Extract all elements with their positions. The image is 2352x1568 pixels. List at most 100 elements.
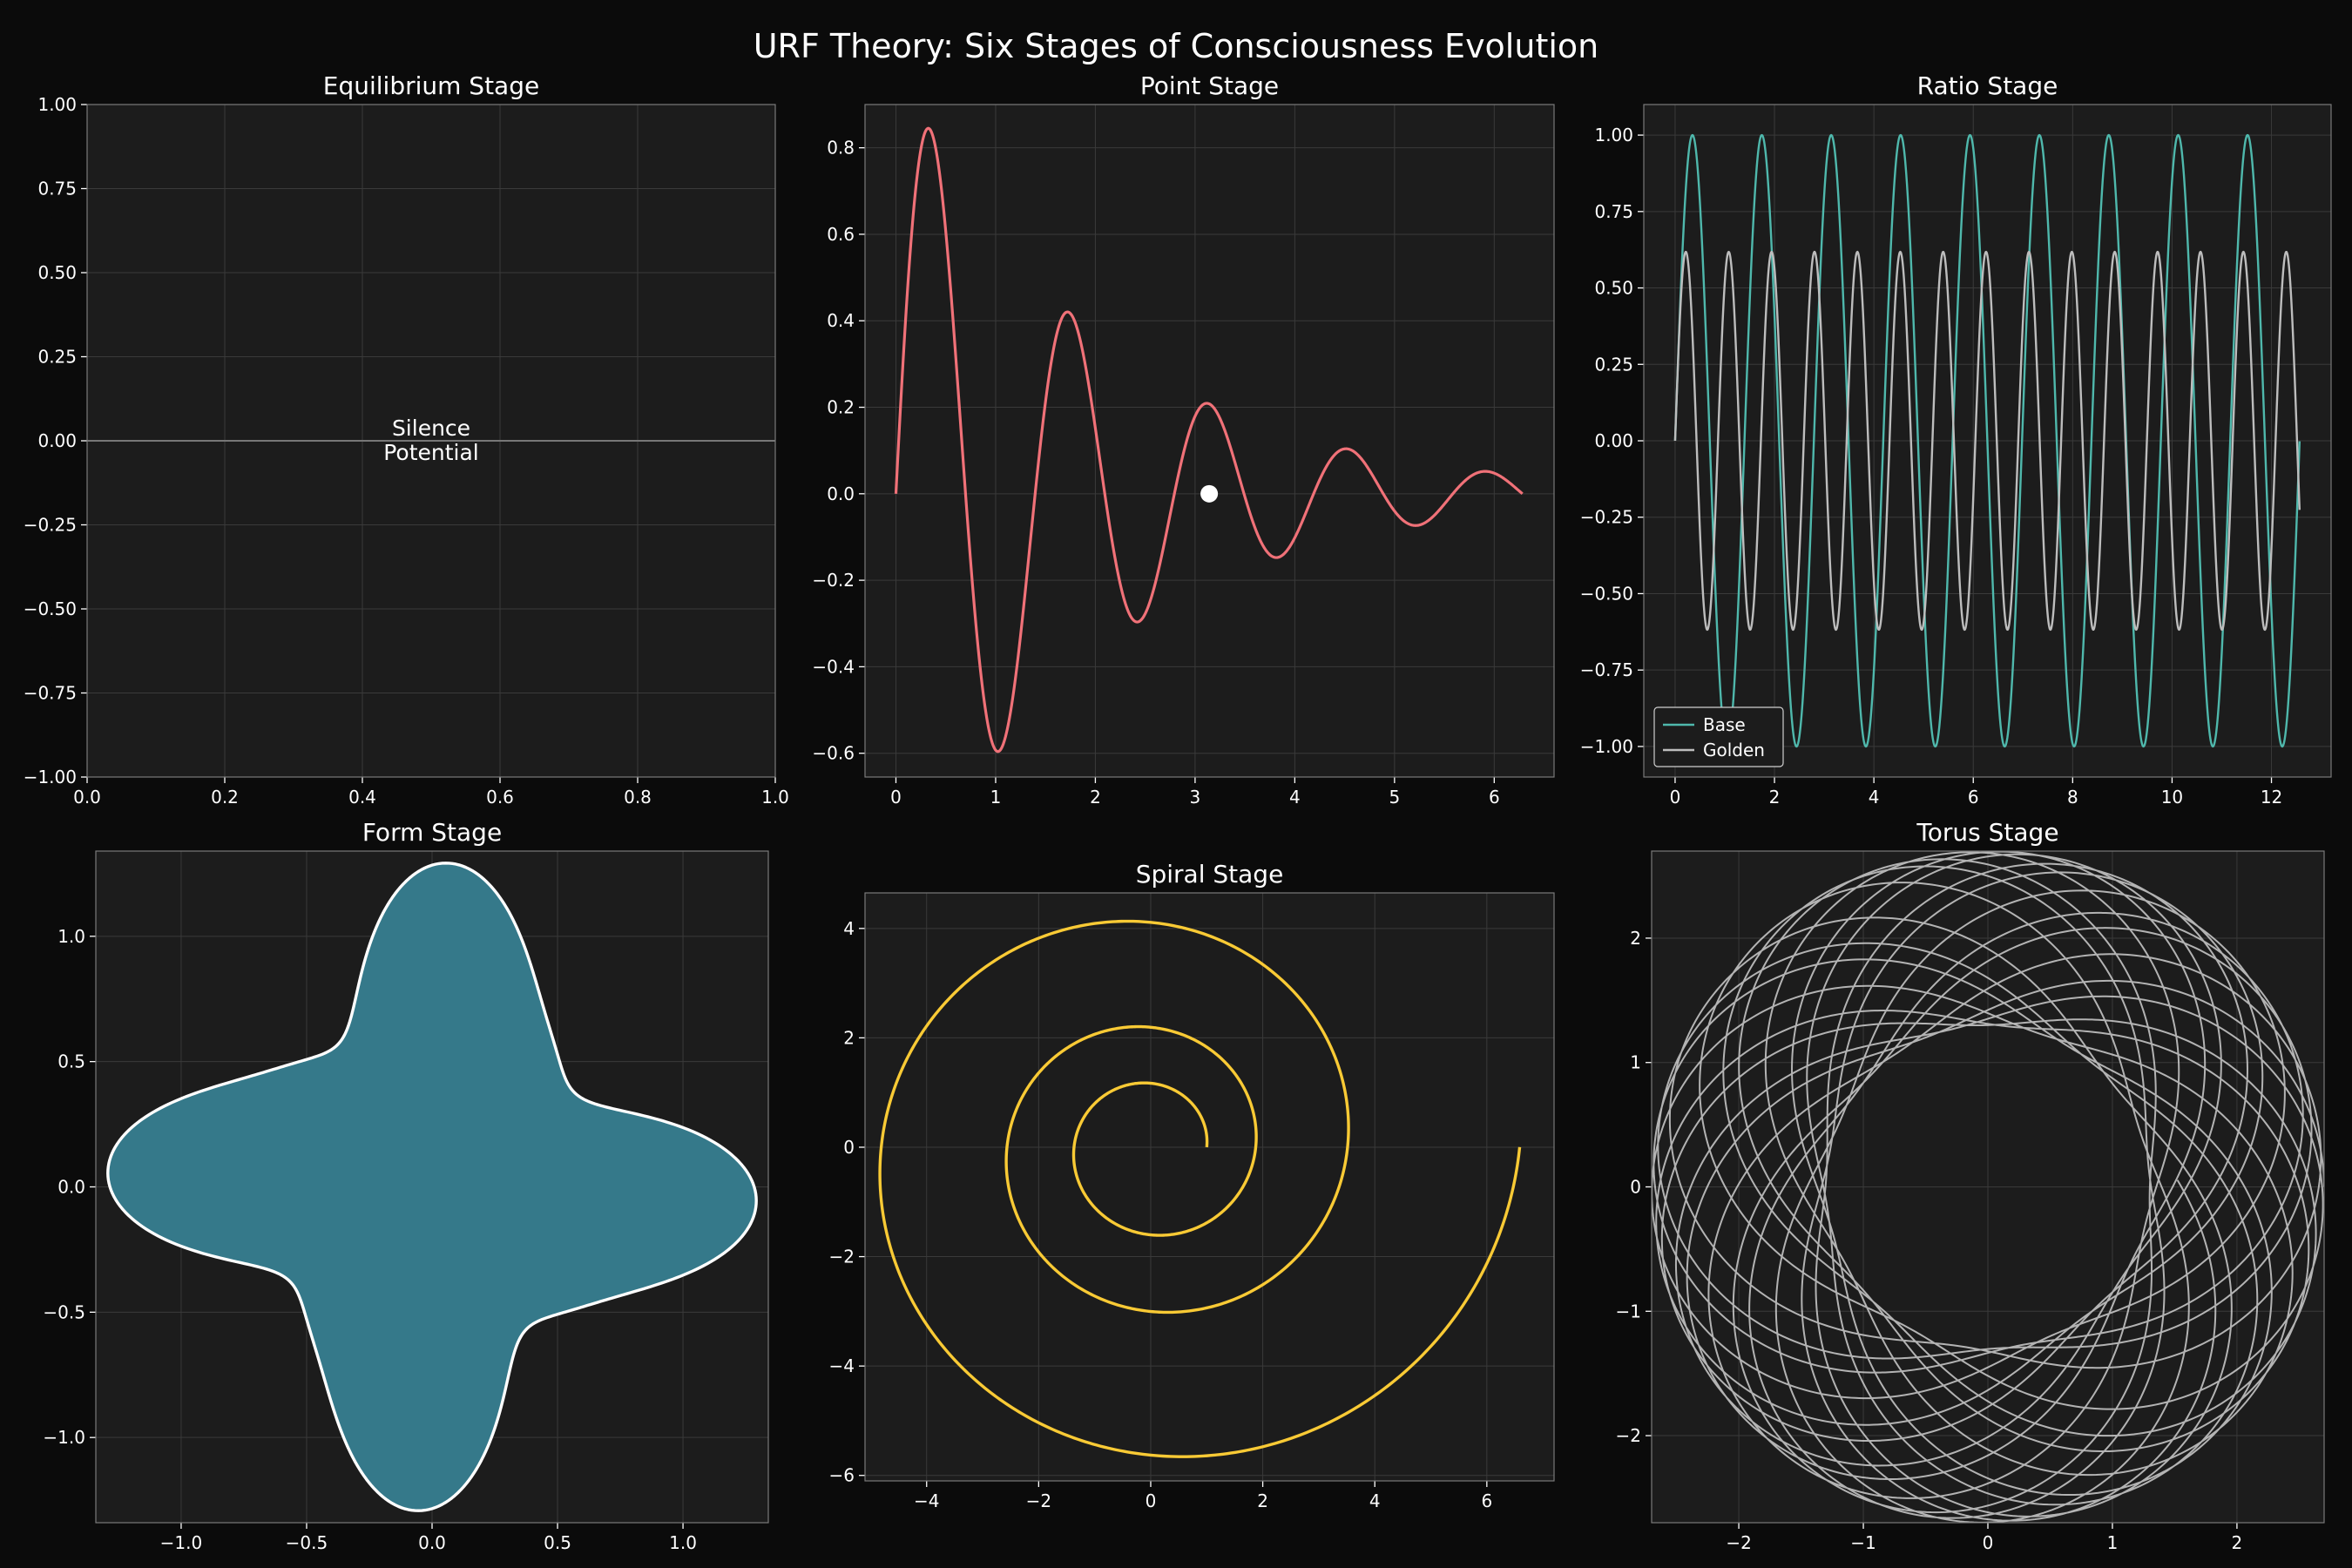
y-tick-label: 0.8: [827, 138, 855, 159]
y-tick-label: −0.75: [24, 683, 77, 704]
x-tick-label: 6: [1481, 1490, 1492, 1511]
plot-content: [878, 919, 1522, 1458]
legend: Base Golden: [1653, 706, 1784, 767]
y-tick-label: 0.75: [1594, 201, 1633, 222]
x-tick-label: 1: [990, 787, 1002, 808]
y-tick-label: −2: [829, 1247, 855, 1267]
x-tick-label: −1.0: [160, 1532, 203, 1553]
y-tick-label: 0.25: [1594, 354, 1633, 375]
x-tick-label: −2: [1026, 1490, 1051, 1511]
x-tick-label: 12: [2261, 787, 2282, 808]
x-tick-label: 0.8: [624, 787, 652, 808]
figure-title: URF Theory: Six Stages of Consciousness …: [754, 27, 1599, 65]
y-tick-label: −1.0: [43, 1427, 85, 1448]
x-tick-label: 10: [2161, 787, 2183, 808]
y-tick-label: 0.2: [827, 397, 855, 418]
plot-frame: [864, 104, 1555, 778]
plot-frame: [86, 104, 776, 778]
y-tick-label: −0.50: [1580, 583, 1633, 604]
y-tick-label: 0.75: [37, 179, 77, 199]
panel-title: Spiral Stage: [1136, 860, 1284, 889]
y-tick-label: −0.50: [24, 598, 77, 619]
y-tick-label: −0.25: [1580, 507, 1633, 528]
panel-title: Equilibrium Stage: [323, 71, 539, 100]
x-tick-label: 5: [1389, 787, 1400, 808]
x-tick-label: −0.5: [286, 1532, 328, 1553]
panel-spiral: −4 −2 0 2 4 6 −6 −4 −2 0 2 4 Spiral Stage: [829, 860, 1555, 1511]
y-tick-label: −0.5: [43, 1301, 85, 1322]
panel-title: Form Stage: [362, 818, 502, 847]
legend-base-label: Base: [1703, 714, 1746, 735]
x-tick-label: 2: [1090, 787, 1101, 808]
x-tick-label: 0.4: [348, 787, 376, 808]
plot-frame: [95, 850, 769, 1524]
y-tick-label: 0.25: [37, 347, 77, 368]
x-tick-label: 4: [1369, 1490, 1381, 1511]
x-tick-label: 0: [1670, 787, 1681, 808]
y-tick-label: 0.0: [827, 483, 855, 504]
x-tick-label: 0.0: [418, 1532, 446, 1553]
x-tick-label: 2: [1769, 787, 1781, 808]
spiral-line: [878, 919, 1522, 1458]
x-tick-label: 1: [2107, 1532, 2119, 1553]
y-tick-label: 0.50: [37, 262, 77, 283]
y-tick-label: 2: [843, 1027, 855, 1048]
x-tick-label: −4: [914, 1490, 939, 1511]
y-tick-label: −0.4: [812, 656, 855, 677]
x-tick-label: 8: [2067, 787, 2078, 808]
plot-frame: [1651, 850, 2325, 1524]
x-tick-label: 0.6: [486, 787, 514, 808]
x-tick-label: 3: [1190, 787, 1201, 808]
x-tick-label: −2: [1726, 1532, 1751, 1553]
y-tick-label: 4: [843, 918, 855, 939]
legend-box: [1653, 706, 1784, 767]
y-tick-label: −1.00: [1580, 736, 1633, 757]
plot-frame: [1643, 104, 2332, 778]
y-tick-label: 0.00: [37, 430, 77, 451]
golden-line: [1673, 250, 2301, 632]
y-tick-label: −1.00: [24, 767, 77, 787]
panel-torus: −2 −1 0 1 2 −2 −1 0 1 2 Torus Stage: [1616, 818, 2325, 1553]
plot-content: [894, 126, 1524, 754]
x-tick-label: 0.0: [73, 787, 101, 808]
y-tick-label: 0.50: [1594, 278, 1633, 299]
y-tick-label: 2: [1630, 928, 1641, 949]
x-tick-label: 6: [1968, 787, 1979, 808]
legend-golden-label: Golden: [1703, 740, 1765, 760]
panel-equilibrium: 0.0 0.2 0.4 0.6 0.8 1.0 −1.00 −0.75 −0.50 −0.25 0.…: [24, 71, 789, 808]
base-line: [1673, 133, 2301, 748]
y-tick-label: 0.4: [827, 310, 855, 331]
x-tick-label: 0: [890, 787, 902, 808]
y-tick-label: 0.00: [1594, 430, 1633, 451]
x-tick-label: 4: [1869, 787, 1880, 808]
panel-form: −1.0 −0.5 0.0 0.5 1.0 −1.0 −0.5 0.0 0.5 1.0 Form S…: [43, 818, 769, 1553]
panel-ratio: 0 2 4 6 8 10 12 −1.00 −0.75 −0.50 −0.25 0.00 0.25 0.5…: [1580, 71, 2332, 808]
plot-content: [106, 862, 758, 1512]
x-tick-label: 1.0: [761, 787, 789, 808]
y-tick-label: 0: [1630, 1177, 1641, 1198]
annotation-line-2: Potential: [383, 440, 479, 465]
y-tick-label: 0.0: [57, 1177, 85, 1198]
y-tick-label: −6: [829, 1465, 855, 1486]
y-tick-label: 1.0: [57, 926, 85, 947]
plot-frame: [864, 892, 1555, 1482]
panel-title: Torus Stage: [1916, 818, 2058, 847]
y-tick-label: −2: [1616, 1425, 1641, 1446]
x-tick-label: 1.0: [669, 1532, 697, 1553]
x-tick-label: 6: [1489, 787, 1500, 808]
annotation-line-1: Silence: [392, 416, 470, 441]
x-tick-label: 0.2: [211, 787, 239, 808]
y-tick-label: −4: [829, 1355, 855, 1376]
panel-title: Ratio Stage: [1917, 71, 2058, 100]
x-tick-label: 4: [1289, 787, 1301, 808]
x-tick-label: 0.5: [544, 1532, 571, 1553]
damped-wave-line: [894, 126, 1524, 754]
y-tick-label: −0.75: [1580, 659, 1633, 680]
y-tick-label: 1: [1630, 1052, 1641, 1073]
y-tick-label: 0.5: [57, 1051, 85, 1072]
y-tick-label: 0.6: [827, 224, 855, 245]
y-tick-label: −0.2: [812, 570, 855, 591]
x-tick-label: 2: [2232, 1532, 2243, 1553]
plot-area: [865, 105, 1554, 777]
